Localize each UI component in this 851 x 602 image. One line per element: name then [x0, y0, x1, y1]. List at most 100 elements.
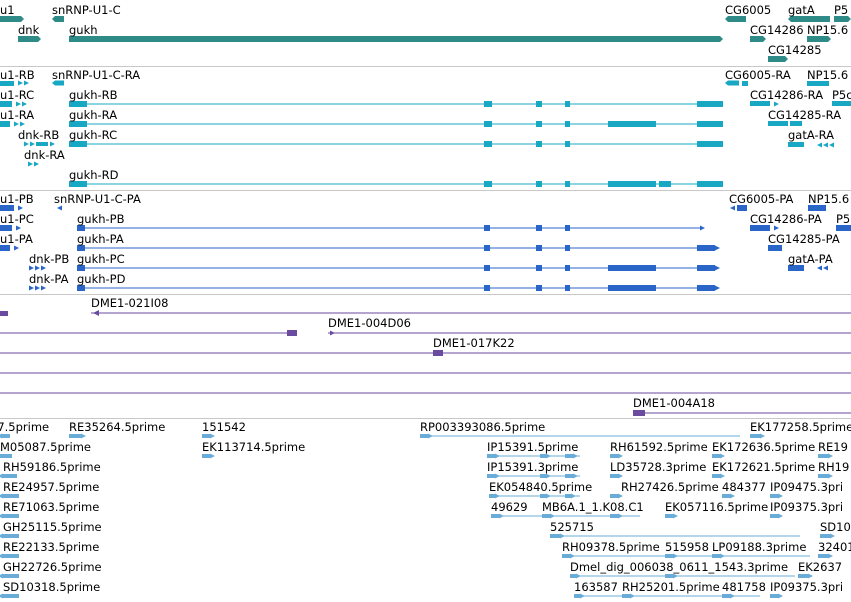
- feature-label-e19[interactable]: RH27426.5prime: [621, 480, 719, 494]
- feature-label-t-cg14286ra[interactable]: CG14286-RA: [750, 88, 824, 102]
- feature-label-e42[interactable]: IP09375.3pri: [770, 580, 844, 594]
- feature-label-p-gatapa[interactable]: gatA-PA: [788, 252, 833, 266]
- feature-label-e40[interactable]: RH25201.5prime: [622, 580, 720, 594]
- feature-label-p-snrnppa[interactable]: snRNP-U1-C-PA: [54, 192, 141, 206]
- feature-label-t-gukhra[interactable]: gukh-RA: [69, 108, 118, 122]
- feature-label-g-gata[interactable]: gatA: [788, 3, 815, 17]
- feature-label-g-gukh[interactable]: gukh: [69, 23, 98, 37]
- feature-label-g-dnk[interactable]: dnk: [18, 23, 40, 37]
- feature-label-c-004a18[interactable]: DME1-004A18: [633, 396, 715, 410]
- feature-label-e22[interactable]: RE71063.5prime: [3, 500, 100, 514]
- feature-label-t-gukhrb[interactable]: gukh-RB: [69, 88, 118, 102]
- feature-label-e11[interactable]: RE19: [818, 440, 848, 454]
- feature-label-e34[interactable]: 32401: [818, 540, 851, 554]
- feature-label-e15[interactable]: EK172621.5prime: [712, 460, 816, 474]
- feature-label-e31[interactable]: RH09378.5prime: [562, 540, 660, 554]
- feature-label-t-dnkra[interactable]: dnk-RA: [24, 148, 65, 162]
- feature-glyph: [0, 245, 10, 251]
- feature-label-g-np15[interactable]: NP15.6: [807, 23, 849, 37]
- feature-glyph: [807, 36, 831, 42]
- strand-arrow-icon: [828, 453, 833, 459]
- feature-label-c-004d06[interactable]: DME1-004D06: [328, 316, 411, 330]
- feature-label-p-dnkpb[interactable]: dnk-PB: [29, 252, 70, 266]
- feature-label-e9[interactable]: RH61592.5prime: [610, 440, 708, 454]
- feature-label-t-np15ra[interactable]: NP15.6: [807, 68, 849, 82]
- feature-label-t-gukhrc[interactable]: gukh-RC: [69, 128, 118, 142]
- feature-label-e21[interactable]: IP09475.3pri: [770, 480, 844, 494]
- feature-label-e4[interactable]: RP003393086.5prime: [420, 420, 546, 434]
- feature-label-p-u1pb[interactable]: u1-PB: [0, 192, 34, 206]
- feature-label-t-cg6005ra[interactable]: CG6005-RA: [725, 68, 791, 82]
- feature-glyph: [697, 141, 723, 147]
- feature-label-t-dnkrb[interactable]: dnk-RB: [18, 128, 60, 142]
- feature-label-e17[interactable]: RE24957.5prime: [3, 480, 100, 494]
- feature-label-t-u1ra[interactable]: u1-RA: [0, 108, 35, 122]
- est-glyph: [665, 554, 673, 558]
- feature-label-p-gukhpd[interactable]: gukh-PD: [77, 272, 126, 286]
- feature-label-c-017k22[interactable]: DME1-017K22: [433, 336, 515, 350]
- feature-label-p-p5[interactable]: P5: [836, 212, 851, 226]
- feature-label-e8[interactable]: IP15391.5prime: [487, 440, 579, 454]
- feature-label-e39[interactable]: 163587: [574, 580, 618, 594]
- feature-label-e5[interactable]: EK177258.5prime: [750, 420, 851, 434]
- feature-glyph: [807, 81, 829, 86]
- feature-label-e14[interactable]: LD35728.3prime: [610, 460, 707, 474]
- strand-arrow-icon: [81, 433, 86, 439]
- feature-label-e41[interactable]: 481758: [722, 580, 766, 594]
- feature-label-p-gukhpa[interactable]: gukh-PA: [77, 232, 124, 246]
- feature-label-p-gukhpc[interactable]: gukh-PC: [77, 252, 125, 266]
- strand-arrow-icon: [829, 142, 834, 148]
- feature-label-e24[interactable]: MB6A.1_1.K08.C1: [542, 500, 644, 514]
- feature-label-t-u1rb[interactable]: u1-RB: [0, 68, 35, 82]
- feature-label-e38[interactable]: SD10318.5prime: [3, 580, 101, 594]
- feature-glyph: [742, 81, 748, 86]
- feature-label-e37[interactable]: EK2637: [798, 560, 843, 574]
- feature-label-p-np15pa[interactable]: NP15.6: [808, 192, 850, 206]
- feature-label-t-cg14285ra[interactable]: CG14285-RA: [768, 108, 842, 122]
- feature-label-e16[interactable]: RH19: [818, 460, 850, 474]
- feature-label-e7[interactable]: EK113714.5prime: [202, 440, 306, 454]
- feature-label-e28[interactable]: 525715: [550, 520, 594, 534]
- feature-label-t-gatara[interactable]: gatA-RA: [788, 128, 835, 142]
- feature-label-e35[interactable]: GH22726.5prime: [3, 560, 102, 574]
- feature-label-t-u1rc[interactable]: u1-RC: [0, 88, 35, 102]
- feature-label-e30[interactable]: RE22133.5prime: [3, 540, 100, 554]
- est-glyph: [3, 474, 17, 478]
- feature-label-p-cg14286pa[interactable]: CG14286-PA: [750, 212, 822, 226]
- feature-label-e32[interactable]: 515958: [665, 540, 709, 554]
- feature-label-t-p5c[interactable]: P5c: [832, 88, 851, 102]
- feature-label-t-gukhrd[interactable]: gukh-RD: [69, 168, 119, 182]
- feature-label-e13[interactable]: IP15391.3prime: [487, 460, 579, 474]
- feature-label-g-u1[interactable]: u1: [0, 3, 15, 17]
- feature-label-p-gukhpb[interactable]: gukh-PB: [77, 212, 125, 226]
- strand-arrow-icon: [546, 453, 551, 459]
- feature-label-e36[interactable]: Dmel_dig_006038_0611_1543.3prime: [570, 560, 789, 574]
- feature-label-g-snrnp[interactable]: snRNP-U1-C: [52, 3, 121, 17]
- feature-label-c-021i08[interactable]: DME1-021I08: [91, 296, 169, 310]
- feature-label-p-dnkpa[interactable]: dnk-PA: [29, 272, 69, 286]
- feature-label-e2[interactable]: RE35264.5prime: [69, 420, 166, 434]
- feature-label-p-cg6005pa[interactable]: CG6005-PA: [729, 192, 794, 206]
- feature-label-e12[interactable]: RH59186.5prime: [3, 460, 101, 474]
- feature-label-g-cg6005[interactable]: CG6005: [725, 3, 772, 17]
- feature-label-e3[interactable]: 151542: [202, 420, 246, 434]
- feature-label-e29[interactable]: SD10: [820, 520, 851, 534]
- feature-label-p-u1pc[interactable]: u1-PC: [0, 212, 34, 226]
- feature-label-e27[interactable]: GH25115.5prime: [3, 520, 102, 534]
- feature-label-e18[interactable]: EK054840.5prime: [489, 480, 593, 494]
- feature-label-e10[interactable]: EK172636.5prime: [712, 440, 816, 454]
- feature-label-e25[interactable]: EK057116.5prime: [665, 500, 769, 514]
- feature-label-g-cg14285[interactable]: CG14285: [768, 43, 822, 57]
- feature-label-e1[interactable]: 47.5prime: [0, 420, 50, 434]
- feature-label-e20[interactable]: 484377: [722, 480, 766, 494]
- feature-label-g-p5[interactable]: P5: [834, 3, 849, 17]
- feature-label-e23[interactable]: 49629: [491, 500, 528, 514]
- feature-label-g-cg14286[interactable]: CG14286: [750, 23, 804, 37]
- feature-label-e26[interactable]: IP09375.3pri: [770, 500, 844, 514]
- feature-label-e6[interactable]: M05087.5prime: [0, 440, 91, 454]
- feature-label-e33[interactable]: LP09188.3prime: [712, 540, 807, 554]
- feature-label-p-u1pa[interactable]: u1-PA: [0, 232, 33, 246]
- feature-label-p-cg14285pa[interactable]: CG14285-PA: [768, 232, 840, 246]
- feature-label-t-snrnpra[interactable]: snRNP-U1-C-RA: [52, 68, 141, 82]
